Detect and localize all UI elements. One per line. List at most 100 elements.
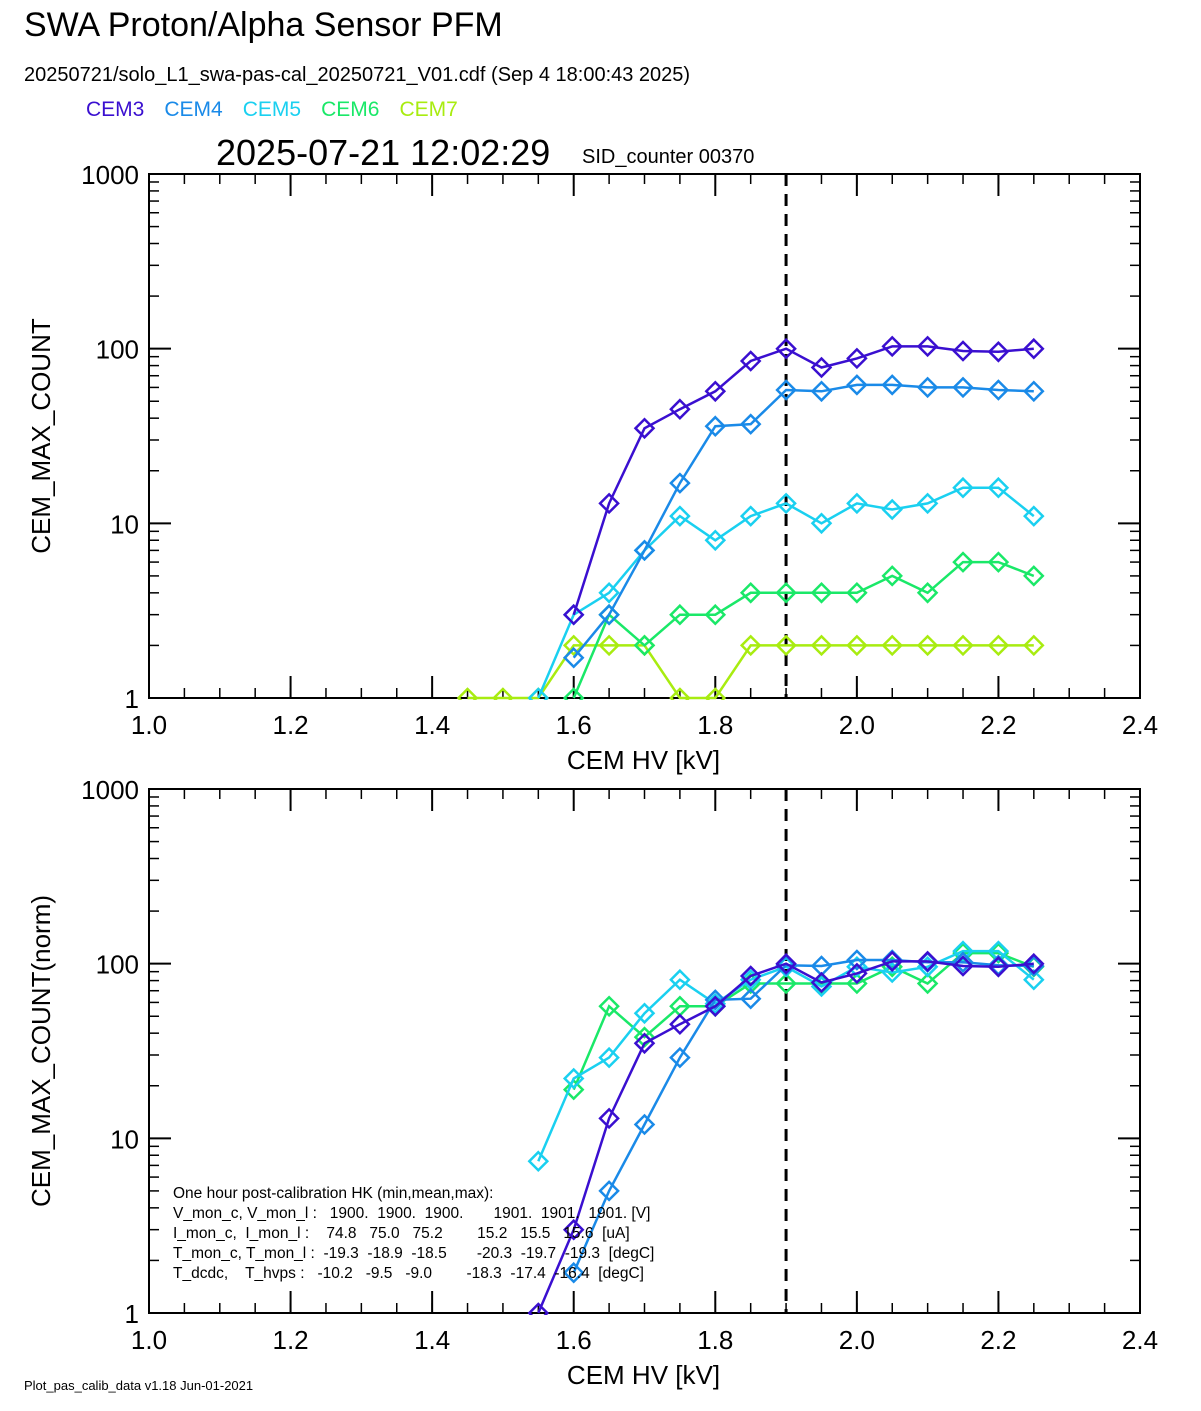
y-tick-label: 10 [110, 509, 139, 539]
data-point-cem4 [669, 472, 691, 494]
data-point-cem4 [987, 379, 1010, 401]
data-point-cem5 [881, 961, 903, 984]
data-point-cem3 [810, 356, 833, 379]
data-point-cem5 [669, 505, 691, 527]
data-point-cem4 [916, 376, 939, 399]
data-point-cem7 [952, 634, 974, 657]
x-axis-title: CEM HV [kV] [567, 1360, 720, 1390]
data-point-cem4 [598, 1180, 620, 1202]
x-tick-label: 2.0 [839, 1325, 875, 1355]
data-point-cem6 [562, 687, 585, 700]
y-tick-label: 1000 [81, 160, 139, 190]
file-subtitle: 20250721/solo_L1_swa-pas-cal_20250721_V0… [24, 64, 691, 86]
data-point-cem7 [987, 634, 1010, 657]
data-point-cem5 [562, 1067, 585, 1090]
data-point-cem3 [669, 1013, 691, 1035]
data-point-cem7 [916, 634, 939, 657]
data-point-cem4 [562, 646, 585, 669]
legend-entry: CEM5 [242, 98, 302, 121]
data-point-cem3 [598, 492, 620, 515]
data-point-cem3 [739, 350, 762, 372]
x-tick-label: 1.2 [272, 710, 308, 740]
sid-counter: SID_counter 00370 [582, 146, 755, 168]
data-point-cem7 [775, 634, 797, 657]
series-line-cem3 [537, 960, 1034, 1314]
x-tick-label: 2.4 [1122, 710, 1158, 740]
data-point-cem4 [598, 603, 620, 626]
data-point-cem6 [916, 582, 939, 604]
data-point-cem5 [987, 940, 1010, 962]
data-point-cem4 [775, 379, 797, 401]
data-point-cem6 [704, 603, 727, 626]
data-point-cem6 [1023, 565, 1045, 587]
data-point-cem4 [952, 951, 974, 973]
data-point-cem3 [527, 1302, 550, 1315]
data-point-cem3 [633, 417, 656, 440]
data-point-cem3 [846, 347, 868, 370]
data-point-cem7 [739, 634, 762, 657]
data-point-cem3 [598, 1107, 620, 1130]
data-point-cem7 [881, 634, 903, 657]
data-point-cem6 [775, 972, 797, 995]
data-point-cem3 [952, 340, 974, 362]
x-axis-title: CEM HV [kV] [567, 745, 720, 775]
plot-panel-1: 1.0 1.2 1.4 1.6 1.8 2.0 2.2 2.4 1 10 100 1000 CEM HV… [26, 160, 1158, 775]
data-point-cem6 [739, 582, 762, 604]
data-point-cem4 [704, 415, 727, 437]
data-point-cem6 [598, 995, 620, 1018]
data-point-cem6 [775, 582, 797, 604]
data-point-cem5 [739, 505, 762, 527]
x-tick-label: 2.0 [839, 710, 875, 740]
legend-entry: CEM6 [321, 98, 380, 121]
data-point-cem6 [952, 551, 974, 573]
data-point-cem7 [562, 634, 585, 657]
y-axis-title: CEM_MAX_COUNT [26, 318, 56, 554]
data-point-cem3 [987, 956, 1010, 978]
data-point-cem4 [846, 374, 868, 396]
data-point-cem5 [669, 968, 691, 991]
data-point-cem3 [916, 335, 939, 358]
data-point-cem5 [1023, 968, 1045, 991]
data-point-cem3 [810, 971, 833, 994]
hk-line: V_mon_c, V_mon_l : 1900. 1900. 1900. 190… [173, 1205, 651, 1222]
data-point-cem4 [669, 1046, 691, 1069]
x-tick-label: 1.4 [414, 1325, 450, 1355]
data-point-cem3 [704, 380, 727, 403]
data-point-cem3 [739, 965, 762, 987]
x-tick-label: 2.4 [1122, 1325, 1158, 1355]
data-point-cem5 [916, 492, 939, 515]
legend-entry: CEM4 [164, 98, 223, 121]
y-tick-label: 1 [125, 1299, 139, 1329]
y-tick-label: 1 [125, 684, 139, 714]
x-tick-label: 1.6 [556, 1325, 592, 1355]
hk-heading: One hour post-calibration HK (min,mean,m… [173, 1185, 494, 1202]
data-point-cem6 [669, 603, 691, 626]
x-tick-label: 1.4 [414, 710, 450, 740]
footer-version: Plot_pas_calib_data v1.18 Jun-01-2021 [24, 1378, 254, 1393]
data-point-cem3 [881, 950, 903, 973]
data-point-cem5 [527, 1150, 550, 1172]
data-point-cem5 [952, 940, 974, 962]
data-point-cem5 [881, 498, 903, 521]
data-point-cem7 [704, 687, 727, 700]
x-tick-label: 2.2 [980, 710, 1016, 740]
data-point-cem4 [633, 1113, 656, 1136]
data-point-cem5 [810, 512, 833, 535]
data-point-cem5 [704, 529, 727, 552]
data-point-cem4 [739, 987, 762, 1010]
data-point-cem3 [562, 1218, 585, 1241]
data-point-cem3 [704, 995, 727, 1018]
series-group [456, 335, 1045, 700]
data-point-cem5 [952, 476, 974, 499]
data-point-cem4 [1023, 380, 1045, 403]
data-point-cem6 [846, 582, 868, 604]
data-point-cem5 [846, 492, 868, 515]
y-tick-label: 100 [96, 950, 139, 980]
data-point-cem3 [775, 952, 797, 975]
x-tick-label: 1.0 [131, 1325, 167, 1355]
data-point-cem5 [987, 476, 1010, 499]
data-point-cem6 [810, 582, 833, 604]
hk-annotation: One hour post-calibration HK (min,mean,m… [173, 1184, 654, 1284]
x-tick-label: 1.0 [131, 710, 167, 740]
